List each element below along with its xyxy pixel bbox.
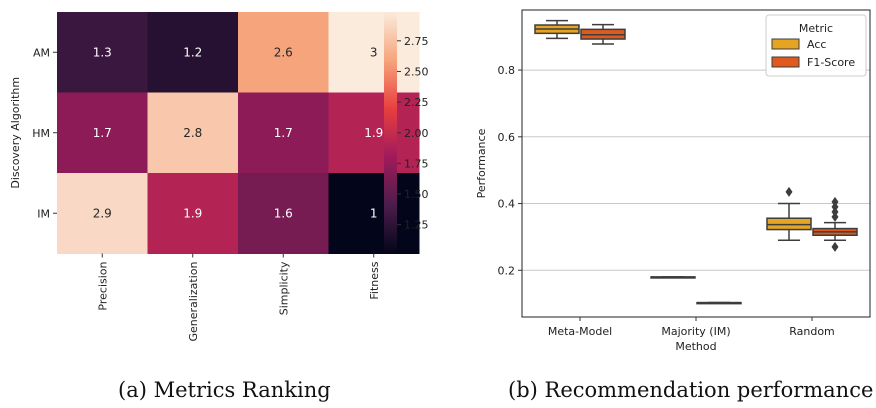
boxplot-chart: 0.2 0.4 0.6 0.8 Meta-Model Majority (IM) Rando… — [475, 9, 871, 353]
heatmap-cell — [147, 12, 239, 93]
cell-value-label: 3 — [370, 45, 378, 59]
heatmap-cell — [147, 92, 239, 174]
y-tick-label: 0.6 — [498, 131, 516, 144]
x-tick-label: Meta-Model — [548, 325, 612, 338]
heatmap-cell — [147, 173, 239, 254]
cell-value-label: 1.2 — [183, 45, 202, 59]
x-axis-label: Method — [675, 340, 716, 353]
cell-value-label: 1.7 — [274, 126, 293, 140]
heatmap-cell — [328, 173, 420, 254]
colorbar-tick-label: 2.50 — [404, 65, 429, 78]
cell-value-label: 2.8 — [183, 126, 202, 140]
x-tick-label: Random — [789, 325, 835, 338]
column-label: Fitness — [368, 261, 381, 299]
cell-value-label: 2.6 — [274, 45, 293, 59]
outlier-point — [831, 201, 839, 212]
cell-value-label: 1.3 — [93, 45, 112, 59]
heatmap-cell — [238, 92, 329, 174]
cell-value-label: 1.6 — [274, 206, 293, 220]
heatmap-cell — [57, 173, 148, 254]
colorbar-gradient — [384, 12, 397, 254]
row-label: HM — [32, 127, 50, 140]
heatmap-chart: 1.3 1.2 2.6 3 1.7 2.8 1.7 1.9 2.9 1.9 1.6 1 AM HM IM Pr… — [9, 12, 420, 342]
cell-value-label: 1.9 — [364, 126, 383, 140]
outlier-point — [831, 206, 839, 217]
colorbar-tick-label: 1.50 — [404, 188, 429, 201]
row-label: AM — [33, 46, 50, 59]
heatmap-cell — [328, 12, 420, 93]
cell-value-label: 1.7 — [93, 126, 112, 140]
colorbar-tick-label: 2.75 — [404, 35, 429, 48]
heatmap-cell — [328, 92, 420, 174]
heatmap-cell — [238, 173, 329, 254]
cell-value-label: 1 — [370, 206, 378, 220]
cell-value-label: 1.9 — [183, 206, 202, 220]
outlier-point — [785, 186, 793, 197]
heatmap-cell — [57, 12, 148, 93]
colorbar: 1.25 1.50 1.75 2.00 2.25 2.50 2.75 — [384, 12, 429, 254]
legend-label: Acc — [807, 38, 826, 51]
legend-swatch — [771, 56, 800, 68]
figure-canvas: 1.3 1.2 2.6 3 1.7 2.8 1.7 1.9 2.9 1.9 1.6 1 AM HM IM Pr… — [9, 9, 871, 353]
colorbar-tick-label: 1.25 — [404, 219, 429, 232]
row-label: IM — [37, 207, 50, 220]
legend-label: F1-Score — [807, 56, 855, 69]
y-tick-label: 0.4 — [498, 198, 516, 211]
legend: Metric Acc F1-Score — [765, 14, 867, 77]
outlier-point — [831, 241, 839, 252]
y-tick-label: 0.8 — [498, 64, 516, 77]
y-axis-label: Performance — [475, 128, 488, 198]
heatmap-cell — [238, 12, 329, 93]
heatmap-cell — [57, 92, 148, 174]
column-label: Generalization — [187, 261, 200, 341]
legend-title: Metric — [799, 22, 833, 35]
caption-recommendation-performance: (b) Recommendation performance — [508, 378, 874, 402]
column-label: Simplicity — [277, 261, 290, 315]
outlier-point — [831, 211, 839, 222]
caption-metrics-ranking: (a) Metrics Ranking — [118, 378, 331, 402]
x-tick-label: Majority (IM) — [661, 325, 730, 338]
column-label: Precision — [96, 261, 109, 310]
legend-swatch — [771, 38, 800, 50]
colorbar-tick-label: 1.75 — [404, 157, 429, 170]
y-tick-label: 0.2 — [498, 264, 516, 277]
colorbar-tick-label: 2.25 — [404, 96, 429, 109]
cell-value-label: 2.9 — [93, 206, 112, 220]
outlier-point — [831, 196, 839, 207]
colorbar-tick-label: 2.00 — [404, 127, 429, 140]
y-axis-label: Discovery Algorithm — [9, 77, 22, 189]
